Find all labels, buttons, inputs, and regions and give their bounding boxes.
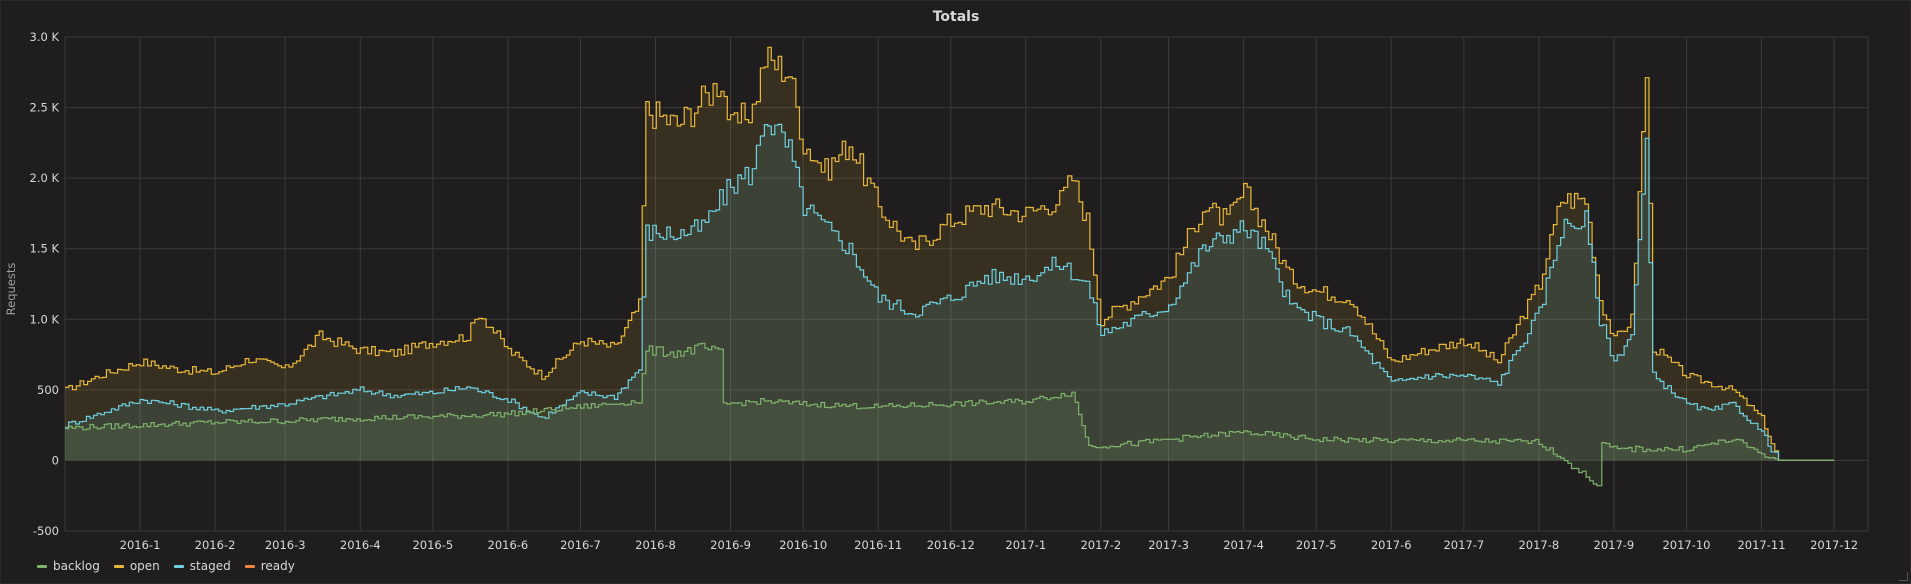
legend-swatch-ready xyxy=(244,564,255,568)
legend-item-open[interactable]: open xyxy=(113,559,160,573)
series-open xyxy=(65,46,1835,461)
legend: backlog open staged ready xyxy=(37,559,295,573)
legend-swatch-backlog xyxy=(37,564,47,568)
x-tick-label: 2017-12 xyxy=(1810,538,1858,552)
x-tick-label: 2016-1 xyxy=(120,538,161,552)
line-staged xyxy=(65,123,1835,461)
x-tick-label: 2017-11 xyxy=(1737,538,1785,552)
legend-swatch-staged xyxy=(173,564,184,568)
legend-item-staged[interactable]: staged xyxy=(173,559,231,573)
resize-handle[interactable] xyxy=(1899,572,1908,581)
series-layer xyxy=(65,46,1835,487)
x-tick-label: 2017-1 xyxy=(1005,538,1046,552)
x-tick-label: 2017-3 xyxy=(1148,538,1189,552)
x-tick-label: 2016-3 xyxy=(265,538,306,552)
x-tick-label: 2017-6 xyxy=(1371,538,1412,552)
legend-swatch-open xyxy=(113,564,124,568)
legend-item-ready[interactable]: ready xyxy=(244,559,295,573)
y-tick-label: 2.5 K xyxy=(30,101,60,115)
area-staged xyxy=(65,124,1835,461)
x-tick-label: 2016-9 xyxy=(710,538,751,552)
legend-label-staged: staged xyxy=(189,559,231,573)
x-tick-label: 2017-8 xyxy=(1518,538,1559,552)
grid-lines xyxy=(64,36,1869,532)
chart-title: Totals xyxy=(933,9,980,25)
legend-label-backlog: backlog xyxy=(53,559,100,573)
x-tick-label: 2016-6 xyxy=(488,538,529,552)
y-tick-label: -500 xyxy=(33,524,59,538)
legend-item-backlog[interactable]: backlog xyxy=(37,559,100,573)
y-tick-label: 1.5 K xyxy=(30,242,60,256)
y-tick-label: 2.0 K xyxy=(30,171,60,185)
legend-label-ready: ready xyxy=(260,559,295,573)
y-tick-label: 500 xyxy=(37,383,59,397)
y-tick-label: 3.0 K xyxy=(30,30,60,44)
y-tick-label: 0 xyxy=(52,453,59,467)
x-tick-label: 2017-5 xyxy=(1296,538,1337,552)
x-tick-label: 2016-8 xyxy=(635,538,676,552)
y-tick-label: 1.0 K xyxy=(30,312,60,326)
series-backlog xyxy=(65,342,1835,487)
x-tick-label: 2017-9 xyxy=(1594,538,1635,552)
x-axis: 2016-1 2016-2 2016-3 2016-4 2016-5 2016-6 2016… xyxy=(120,538,1858,552)
x-tick-label: 2016-5 xyxy=(412,538,453,552)
area-open xyxy=(65,47,1835,461)
x-tick-label: 2017-10 xyxy=(1662,538,1710,552)
y-axis: -500 0 500 1.0 K 1.5 K 2.0 K 2.5 K 3.0 K xyxy=(30,30,60,538)
x-tick-label: 2017-2 xyxy=(1080,538,1121,552)
y-axis-label: Requests xyxy=(4,263,18,316)
line-backlog xyxy=(65,342,1835,487)
x-tick-label: 2016-2 xyxy=(195,538,236,552)
x-tick-label: 2016-12 xyxy=(927,538,975,552)
x-tick-label: 2016-7 xyxy=(560,538,601,552)
area-backlog xyxy=(65,343,1835,486)
legend-label-open: open xyxy=(129,559,160,573)
x-tick-label: 2017-4 xyxy=(1223,538,1264,552)
x-tick-label: 2016-4 xyxy=(340,538,381,552)
x-tick-label: 2016-11 xyxy=(854,538,902,552)
series-staged xyxy=(65,123,1835,461)
line-open xyxy=(65,46,1835,461)
x-tick-label: 2016-10 xyxy=(779,538,827,552)
x-tick-label: 2017-7 xyxy=(1443,538,1484,552)
